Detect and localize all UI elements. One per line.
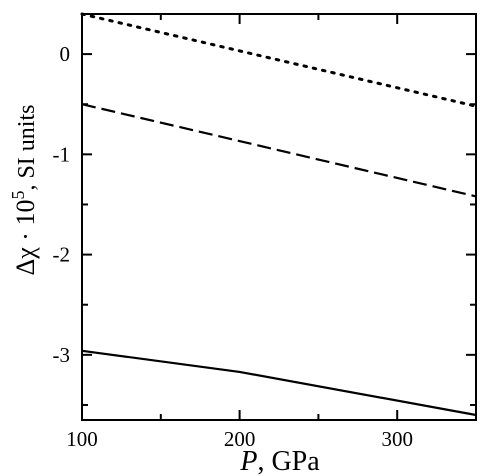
y-tick-label: -3 bbox=[53, 343, 71, 367]
y-axis-prefix: Δχ · 10 bbox=[11, 200, 40, 276]
y-axis-title: Δχ · 105, SI units bbox=[8, 105, 40, 276]
x-tick-label: 100 bbox=[66, 427, 98, 451]
series-solid-line bbox=[81, 349, 477, 417]
x-tick-label: 300 bbox=[381, 427, 413, 451]
plot-frame bbox=[81, 13, 477, 421]
x-axis-unit: , GPa bbox=[257, 446, 320, 476]
series-layer bbox=[80, 12, 478, 417]
x-tick-label: 200 bbox=[224, 427, 256, 451]
y-axis-exponent: 5 bbox=[8, 191, 28, 200]
series-dashed-line bbox=[81, 103, 477, 198]
y-tick-label: -2 bbox=[53, 243, 71, 267]
y-axis-suffix: , SI units bbox=[14, 105, 40, 191]
series-dotted-line bbox=[80, 12, 478, 108]
y-tick-label: -1 bbox=[53, 142, 71, 166]
y-tick-label: 0 bbox=[60, 42, 71, 66]
labels-layer: 100 200 300 0 -1 -2 -3 bbox=[53, 42, 413, 451]
x-axis-symbol: P bbox=[239, 446, 257, 476]
x-axis-title: P, GPa bbox=[239, 446, 320, 476]
